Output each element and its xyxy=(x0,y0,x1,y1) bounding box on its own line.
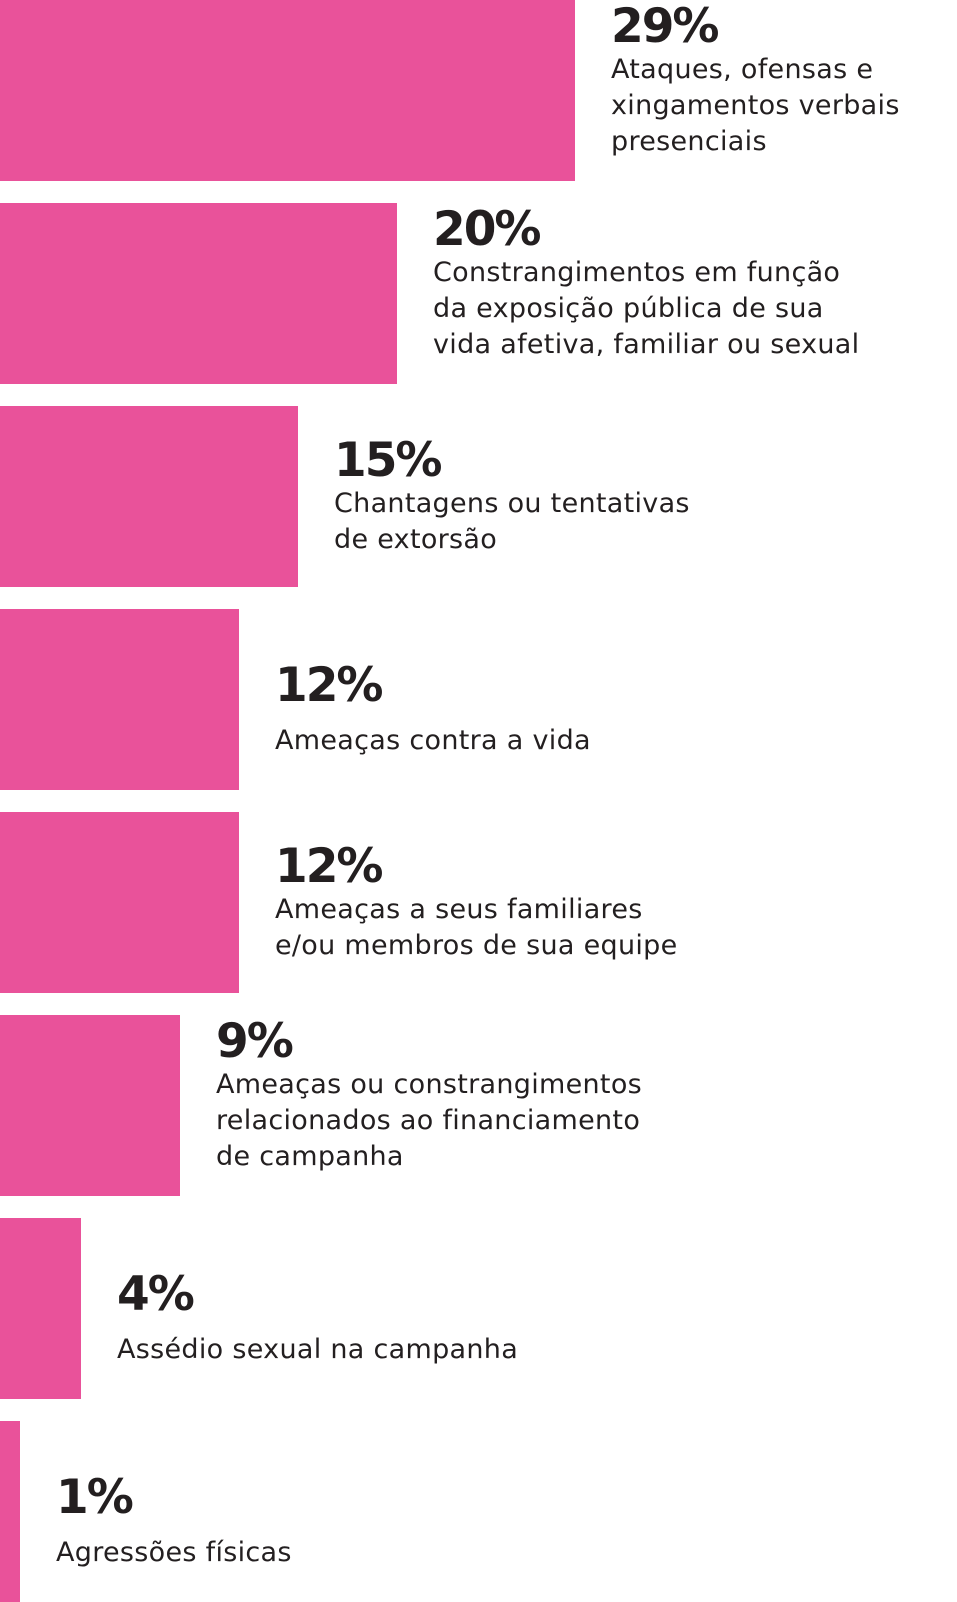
bar xyxy=(0,1015,180,1196)
category-label: Constrangimentos em função da exposição … xyxy=(433,257,860,360)
bar-label-group: 20% Constrangimentos em função da exposiç… xyxy=(433,205,859,363)
bar-label-group: 1% Agressões físicas xyxy=(56,1473,292,1571)
bar-label-group: 12% Ameaças a seus familiares e/ou membro… xyxy=(275,842,678,964)
value-label: 15% xyxy=(334,433,442,488)
category-label: Assédio sexual na campanha xyxy=(117,1334,519,1365)
category-label: Agressões físicas xyxy=(56,1537,292,1568)
value-label: 29% xyxy=(611,0,719,54)
value-label: 1% xyxy=(56,1470,134,1525)
bar xyxy=(0,203,397,384)
value-label: 9% xyxy=(216,1014,294,1069)
bar-label-group: 29% Ataques, ofensas e xingamentos verbai… xyxy=(611,2,900,160)
category-label: Ameaças a seus familiares e/ou membros d… xyxy=(275,894,678,961)
bar xyxy=(0,1218,81,1399)
bar xyxy=(0,812,239,993)
category-label: Ameaças contra a vida xyxy=(275,725,591,756)
category-label: Ameaças ou constrangimentos relacionados… xyxy=(216,1069,643,1172)
bar xyxy=(0,609,239,790)
category-label: Ataques, ofensas e xingamentos verbais p… xyxy=(611,54,900,157)
bar xyxy=(0,0,575,181)
bar-label-group: 15% Chantagens ou tentativas de extorsão xyxy=(334,436,690,558)
bar-label-group: 9% Ameaças ou constrangimentos relacionad… xyxy=(216,1017,642,1175)
value-label: 4% xyxy=(117,1267,195,1322)
value-label: 12% xyxy=(275,839,383,894)
bar-label-group: 4% Assédio sexual na campanha xyxy=(117,1270,518,1368)
value-label: 20% xyxy=(433,202,542,257)
value-label: 12% xyxy=(275,658,383,713)
bar-label-group: 12% Ameaças contra a vida xyxy=(275,661,591,759)
bar xyxy=(0,1421,20,1602)
bar xyxy=(0,406,298,587)
category-label: Chantagens ou tentativas de extorsão xyxy=(334,488,690,555)
